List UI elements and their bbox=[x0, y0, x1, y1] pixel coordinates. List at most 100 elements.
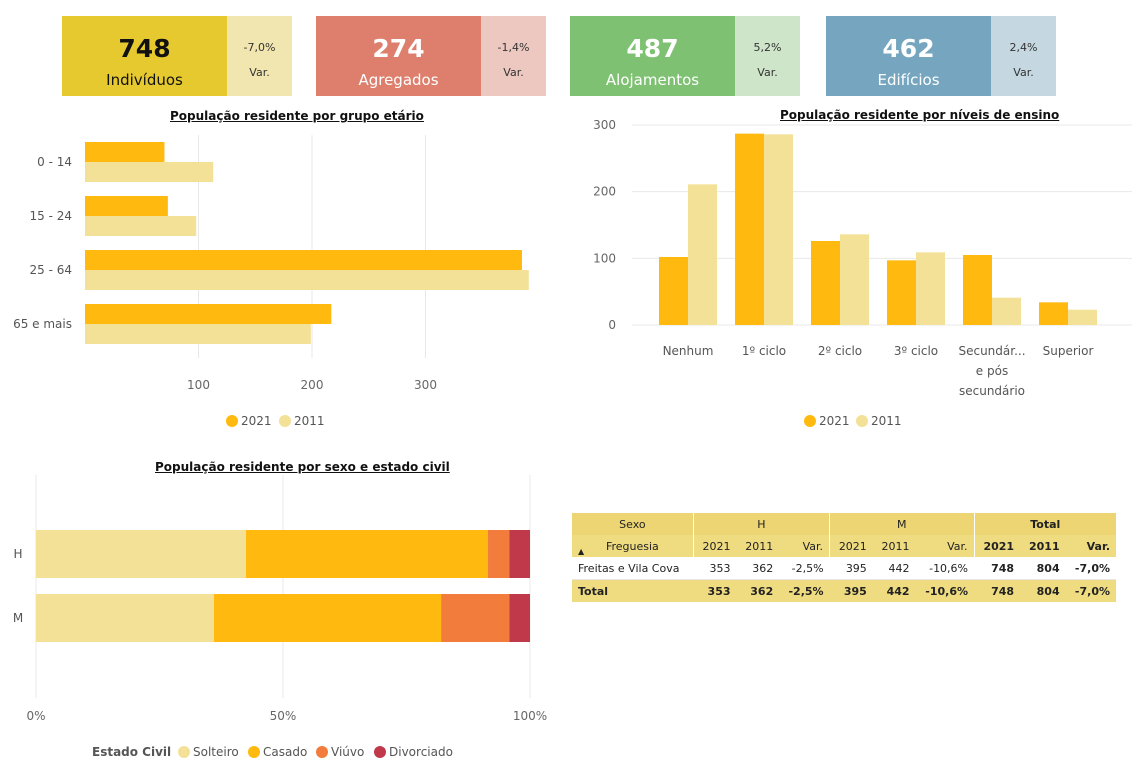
table-subheader-row: Freguesia ▲ 2021 2011 Var. 2021 2011 Var.… bbox=[572, 535, 1116, 557]
bar-Solteiro bbox=[36, 530, 246, 578]
cell: 442 bbox=[872, 579, 916, 602]
legend-title: Estado Civil bbox=[92, 745, 171, 759]
bar-2021 bbox=[887, 260, 916, 325]
education-chart-title: População residente por níveis de ensino bbox=[780, 108, 1060, 122]
table-header-row: Sexo H M Total bbox=[572, 513, 1116, 535]
kpi-value: 462 bbox=[882, 34, 935, 63]
cell: 362 bbox=[752, 561, 774, 575]
table-row: Freitas e Vila Cova 353 362 -2,5% 395 44… bbox=[572, 557, 1116, 580]
legend-marker bbox=[804, 415, 816, 427]
sub-h-2021: 2021 bbox=[692, 535, 737, 557]
education-chart: 0 100 200 300 Nenhum 1º ciclo 2º ciclo 3º ciclo… bbox=[593, 118, 1132, 428]
kpi-var-value: -1,4% bbox=[497, 41, 530, 54]
kpi-var-label: Var. bbox=[1013, 66, 1034, 79]
total-name: Total bbox=[572, 579, 694, 602]
bar-2021 bbox=[659, 257, 688, 325]
legend-marker bbox=[374, 746, 386, 758]
kpi-main: 748 Indivíduos bbox=[62, 16, 227, 96]
kpi-value: 748 bbox=[118, 34, 171, 63]
x-tick-label: 100% bbox=[513, 709, 547, 723]
kpi-var-value: 5,2% bbox=[753, 41, 782, 54]
kpi-label: Alojamentos bbox=[605, 71, 700, 89]
bar-2021 bbox=[85, 196, 168, 216]
bar-Casado bbox=[245, 530, 489, 578]
kpi-label: Agregados bbox=[358, 71, 439, 89]
legend-marker bbox=[316, 746, 328, 758]
kpi-label: Indivíduos bbox=[106, 71, 183, 89]
cell: -2,5% bbox=[791, 561, 824, 575]
category-label: H bbox=[13, 547, 22, 561]
population-table: Sexo H M Total Freguesia ▲ 2021 2011 Var.… bbox=[572, 513, 1116, 602]
bar-2011 bbox=[85, 324, 311, 344]
cell: 748 bbox=[974, 579, 1021, 602]
legend-label: Viúvo bbox=[331, 745, 364, 759]
kpi-var-value: -7,0% bbox=[243, 41, 276, 54]
cell: -7,0% bbox=[1065, 579, 1116, 602]
sub-h-2011: 2011 bbox=[736, 535, 780, 557]
bar-2021 bbox=[735, 133, 764, 325]
category-label: 0 - 14 bbox=[37, 155, 72, 169]
bar-2011 bbox=[1068, 309, 1097, 325]
bar-2011 bbox=[992, 297, 1021, 325]
legend-marker bbox=[856, 415, 868, 427]
cell: -2,5% bbox=[779, 579, 830, 602]
bar-2011 bbox=[688, 184, 717, 325]
bar-2021 bbox=[811, 241, 840, 325]
bar-2011 bbox=[840, 234, 869, 325]
kpi-agregados: 274 Agregados -1,4% Var. bbox=[316, 16, 546, 96]
age-group-chart: 100 200 300 0 - 14 15 - 24 25 - 64 65 e mais 20… bbox=[13, 135, 529, 428]
category-label: Superior bbox=[1043, 344, 1094, 358]
sub-m-var: Var. bbox=[915, 535, 975, 557]
bar-2021 bbox=[85, 250, 522, 270]
header-sexo: Sexo bbox=[572, 513, 694, 535]
cell: 362 bbox=[736, 579, 780, 602]
row-name: Freitas e Vila Cova bbox=[578, 561, 680, 575]
header-freguesia[interactable]: Freguesia ▲ bbox=[572, 535, 694, 557]
civil-status-chart: 0% 50% 100% H M Estado Civil Solteiro Casado Viú… bbox=[13, 475, 547, 759]
cell: 395 bbox=[829, 579, 873, 602]
kpi-edificios: 462 Edifícios 2,4% Var. bbox=[826, 16, 1056, 96]
bar-Viúvo bbox=[441, 594, 510, 642]
category-label: e pós bbox=[976, 364, 1008, 378]
cell: 353 bbox=[709, 561, 731, 575]
header-freguesia-label: Freguesia bbox=[605, 539, 659, 553]
bar-2011 bbox=[916, 252, 945, 325]
y-tick-label: 200 bbox=[593, 185, 616, 199]
x-tick-label: 100 bbox=[187, 378, 210, 392]
cell: 804 bbox=[1020, 579, 1066, 602]
sub-t-2011: 2011 bbox=[1020, 535, 1066, 557]
category-label: secundário bbox=[959, 384, 1025, 398]
category-label: Secundár... bbox=[958, 344, 1025, 358]
x-tick-label: 0% bbox=[26, 709, 45, 723]
category-label: 65 e mais bbox=[13, 317, 72, 331]
bar-Solteiro bbox=[36, 594, 214, 642]
kpi-main: 487 Alojamentos bbox=[570, 16, 735, 96]
bar-2011 bbox=[85, 162, 214, 182]
category-label: 3º ciclo bbox=[894, 344, 938, 358]
kpi-value: 274 bbox=[372, 34, 425, 63]
kpi-var-value: 2,4% bbox=[1009, 41, 1038, 54]
kpi-var-label: Var. bbox=[757, 66, 778, 79]
bar-2021 bbox=[85, 142, 165, 162]
kpi-variation: 2,4% Var. bbox=[991, 16, 1056, 96]
legend-marker bbox=[248, 746, 260, 758]
cell: 395 bbox=[845, 561, 867, 575]
civil-chart-title: População residente por sexo e estado ci… bbox=[155, 460, 450, 474]
kpi-variation: -1,4% Var. bbox=[481, 16, 546, 96]
legend-label: 2021 bbox=[241, 414, 272, 428]
cell: 353 bbox=[693, 579, 737, 602]
category-label: M bbox=[13, 611, 23, 625]
cell: -10,6% bbox=[915, 579, 975, 602]
bar-2011 bbox=[764, 134, 793, 325]
x-tick-label: 300 bbox=[414, 378, 437, 392]
cell: 804 bbox=[1036, 561, 1060, 575]
bar-2011 bbox=[85, 216, 197, 236]
sort-up-icon: ▲ bbox=[578, 547, 585, 556]
legend-label: Solteiro bbox=[193, 745, 239, 759]
header-total: Total bbox=[973, 513, 1116, 535]
bar-Viúvo bbox=[488, 530, 510, 578]
header-m: M bbox=[829, 513, 975, 535]
bar-2021 bbox=[1039, 302, 1068, 325]
sub-m-2011: 2011 bbox=[872, 535, 916, 557]
kpi-var-label: Var. bbox=[503, 66, 524, 79]
